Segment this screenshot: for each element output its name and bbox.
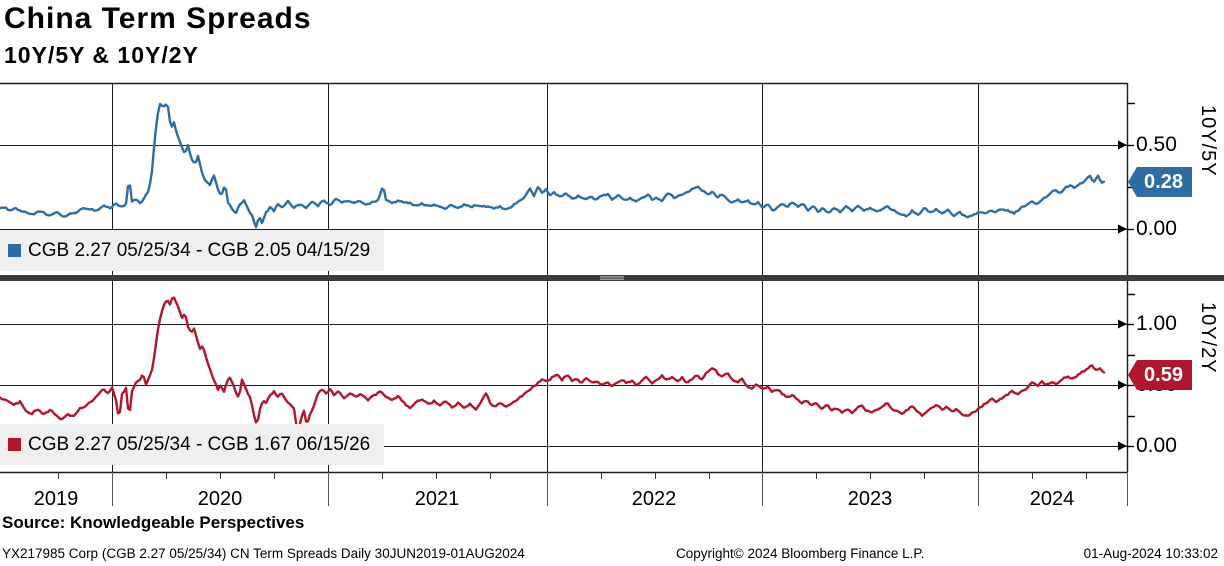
y-tick-label: 0.00 (1136, 434, 1177, 457)
x-tick-label-year: 2024 (1029, 488, 1075, 510)
last-value-badge-10y2y: 0.59 (1128, 360, 1192, 390)
series-line-10y5y[interactable] (0, 102, 1106, 229)
timestamp: 01-Aug-2024 10:33:02 (1083, 546, 1218, 561)
chart-title: China Term Spreads (4, 2, 312, 35)
source-line: Source: Knowledgeable Perspectives (2, 513, 305, 532)
legend-10y5y[interactable]: CGB 2.27 05/25/34 - CGB 2.05 04/15/29 (0, 230, 385, 271)
legend-label-10y2y: CGB 2.27 05/25/34 - CGB 1.67 06/15/26 (28, 433, 371, 455)
series-line-10y2y[interactable] (0, 296, 1106, 437)
x-tick-label-year: 2021 (414, 488, 460, 510)
x-tick-label-year: 2023 (847, 488, 893, 510)
x-tick-label-year: 2022 (631, 488, 677, 510)
y-tick-label: 1.00 (1136, 312, 1177, 335)
panel-divider[interactable] (0, 275, 1224, 281)
copyright-notice: Copyright© 2024 Bloomberg Finance L.P. (676, 546, 925, 561)
legend-swatch-blue-icon (8, 244, 21, 257)
y-axis-ticks (1118, 102, 1135, 451)
x-tick-label-year: 2020 (197, 488, 243, 510)
x-tick-label-year: 2019 (33, 488, 79, 510)
chart-subtitle: 10Y/5Y & 10Y/2Y (4, 42, 199, 68)
x-axis-ticks (58, 472, 1128, 506)
last-value-10y5y: 0.28 (1144, 170, 1183, 193)
legend-swatch-red-icon (8, 438, 21, 451)
y-axis-title-10y5y: 10Y/5Y (1197, 105, 1219, 177)
y-tick-label: 0.50 (1136, 133, 1177, 156)
legend-10y2y[interactable]: CGB 2.27 05/25/34 - CGB 1.67 06/15/26 (0, 424, 385, 465)
ticker-description: YX217985 Corp (CGB 2.27 05/25/34) CN Ter… (2, 546, 525, 561)
y-tick-label: 0.00 (1136, 217, 1177, 240)
legend-label-10y5y: CGB 2.27 05/25/34 - CGB 2.05 04/15/29 (28, 239, 371, 261)
last-value-10y2y: 0.59 (1144, 363, 1183, 386)
y-axis-title-10y2y: 10Y/2Y (1197, 302, 1219, 374)
last-value-badge-10y5y: 0.28 (1128, 167, 1192, 197)
